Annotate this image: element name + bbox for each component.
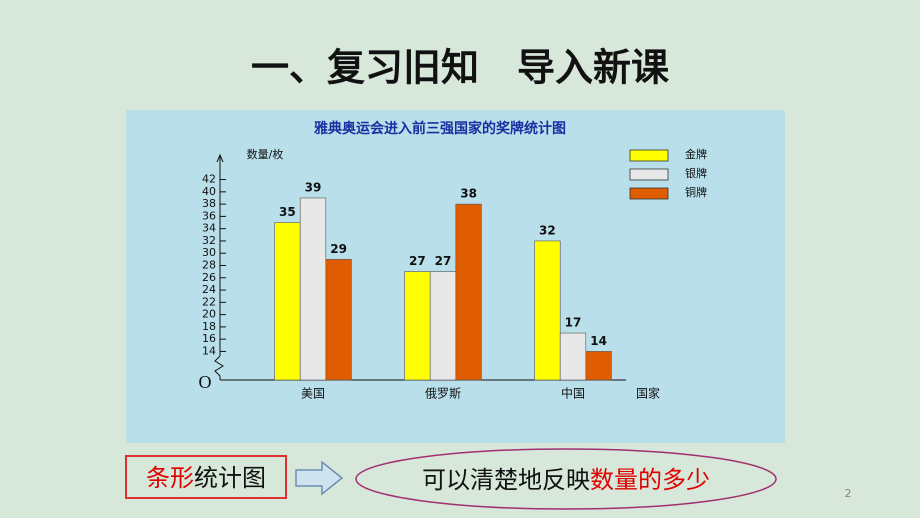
data-label: 17 <box>565 316 582 330</box>
ellipse-black: 可以清楚地反映 <box>422 466 590 494</box>
bar <box>429 271 457 381</box>
legend-swatch <box>629 187 669 200</box>
bar <box>559 332 587 381</box>
data-label: 32 <box>539 223 556 237</box>
y-tick-label: 40 <box>202 185 216 198</box>
term-red: 条形 <box>146 464 194 492</box>
y-tick-label: 26 <box>202 271 216 284</box>
legend-swatch <box>629 168 669 181</box>
y-tick-label: 28 <box>202 259 216 272</box>
data-label: 27 <box>409 254 426 268</box>
bar <box>325 259 352 381</box>
data-label: 39 <box>305 180 322 194</box>
ellipse-red: 数量的多少 <box>590 466 710 494</box>
x-axis-label: 国家 <box>636 386 660 401</box>
term-black: 统计图 <box>194 464 266 492</box>
y-tick-label: 14 <box>202 344 216 357</box>
arrow <box>295 460 344 496</box>
y-axis-arrow <box>216 153 224 163</box>
legend-label: 金牌 <box>685 147 707 161</box>
y-tick-label: 32 <box>202 234 216 247</box>
ellipse-text: 可以清楚地反映数量的多少 <box>422 466 710 494</box>
page-number: 2 <box>845 487 852 500</box>
legend-swatch <box>629 149 669 162</box>
bar <box>404 271 431 381</box>
slide-title: 一、复习旧知 导入新课 <box>251 46 669 90</box>
x-tick-label: 俄罗斯 <box>425 387 461 401</box>
axis-break <box>214 355 224 380</box>
y-tick-label: 18 <box>202 320 216 333</box>
data-label: 38 <box>460 187 477 201</box>
data-label: 29 <box>330 242 347 256</box>
bar <box>455 203 482 381</box>
y-tick-label: 38 <box>202 197 216 210</box>
ellipse <box>355 448 777 510</box>
y-tick-label: 22 <box>202 295 216 308</box>
origin-label: O <box>199 372 212 392</box>
y-tick-label: 24 <box>202 283 216 296</box>
data-label: 14 <box>590 334 607 348</box>
x-tick-label: 美国 <box>301 387 325 401</box>
bar <box>274 222 301 381</box>
y-tick-label: 36 <box>202 209 216 222</box>
y-tick-label: 34 <box>202 222 216 235</box>
x-tick-label: 中国 <box>561 386 585 401</box>
data-label: 35 <box>279 205 296 219</box>
y-tick-label: 42 <box>202 173 216 186</box>
chart-title: 雅典奥运会进入前三强国家的奖牌统计图 <box>314 120 566 137</box>
y-axis-label: 数量/枚 <box>247 147 284 161</box>
bar <box>585 351 612 381</box>
y-tick-label: 30 <box>202 246 216 259</box>
legend-label: 铜牌 <box>685 185 707 199</box>
data-label: 27 <box>435 254 452 268</box>
y-tick-label: 20 <box>202 308 216 321</box>
term-box <box>125 455 287 499</box>
y-tick-label: 16 <box>202 332 216 345</box>
bar <box>534 240 561 381</box>
term-text: 条形统计图 <box>146 464 266 492</box>
legend-label: 银牌 <box>685 166 707 180</box>
bar <box>299 197 327 381</box>
